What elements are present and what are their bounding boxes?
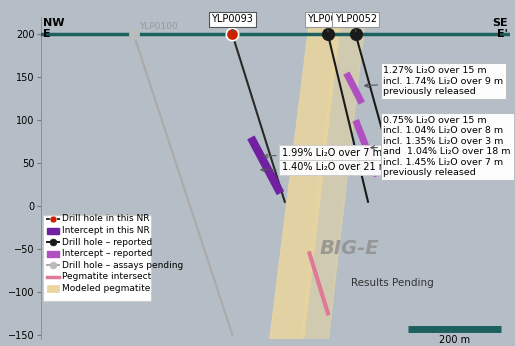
Text: Drill hole in this NR: Drill hole in this NR — [62, 215, 149, 224]
Text: YLP0093: YLP0093 — [212, 14, 253, 32]
Text: SE
E': SE E' — [492, 18, 508, 39]
Text: Modeled pegmatite: Modeled pegmatite — [62, 284, 150, 293]
Point — [130, 32, 138, 37]
Point — [49, 239, 57, 245]
Text: 0.75% Li₂O over 15 m
incl. 1.04% Li₂O over 8 m
incl. 1.35% Li₂O over 3 m
and  1.: 0.75% Li₂O over 15 m incl. 1.04% Li₂O ov… — [371, 116, 511, 177]
Text: Pegmatite intersect: Pegmatite intersect — [62, 272, 151, 281]
Polygon shape — [300, 21, 365, 343]
Text: Intercept in this NR: Intercept in this NR — [62, 226, 149, 235]
Text: Drill hole – reported: Drill hole – reported — [62, 238, 152, 247]
Text: 200 m: 200 m — [439, 335, 470, 345]
Text: YLP0100: YLP0100 — [139, 22, 177, 31]
Point — [352, 32, 360, 37]
Point — [324, 32, 332, 37]
Text: NW
E: NW E — [43, 18, 64, 39]
Text: BIG-E: BIG-E — [320, 239, 380, 258]
Point — [49, 263, 57, 268]
Text: YLP0052: YLP0052 — [335, 14, 377, 32]
Text: Results Pending: Results Pending — [351, 278, 434, 288]
FancyBboxPatch shape — [43, 215, 151, 301]
Text: 1.40% Li₂O over 21 m: 1.40% Li₂O over 21 m — [261, 163, 388, 172]
Text: Intercept – reported: Intercept – reported — [62, 249, 152, 258]
Point — [228, 32, 236, 37]
Text: Drill hole – assays pending: Drill hole – assays pending — [62, 261, 183, 270]
Bar — [47, 228, 59, 234]
Text: 1.99% Li₂O over 7 m: 1.99% Li₂O over 7 m — [264, 148, 382, 158]
Polygon shape — [269, 21, 340, 343]
Text: YLP0032: YLP0032 — [307, 14, 349, 32]
Point — [49, 216, 57, 222]
Text: 1.27% Li₂O over 15 m
incl. 1.74% Li₂O over 9 m
previously released: 1.27% Li₂O over 15 m incl. 1.74% Li₂O ov… — [365, 66, 504, 96]
Bar — [47, 251, 59, 257]
Bar — [47, 285, 59, 292]
